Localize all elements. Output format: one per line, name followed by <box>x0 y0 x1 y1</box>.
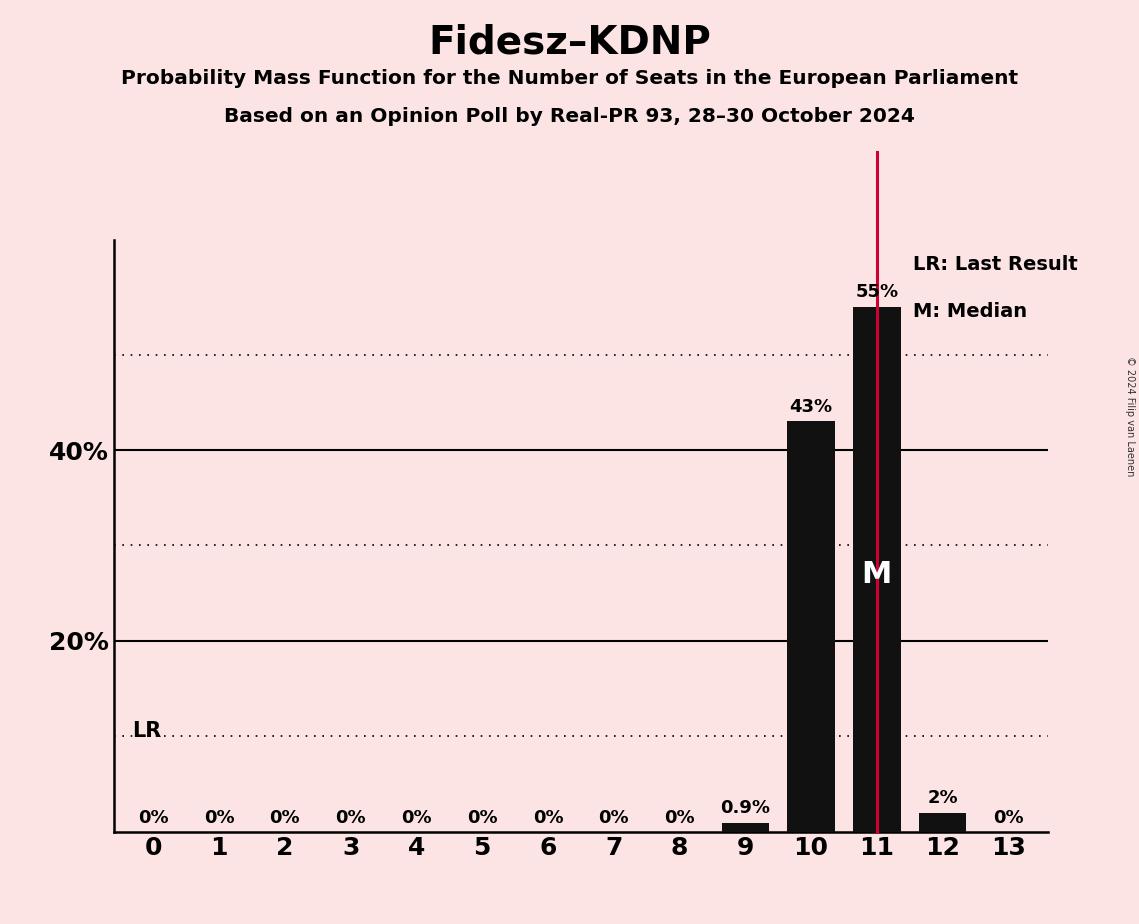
Text: 0%: 0% <box>598 808 629 827</box>
Text: 0%: 0% <box>204 808 235 827</box>
Text: 0%: 0% <box>664 808 695 827</box>
Text: 0%: 0% <box>533 808 564 827</box>
Text: 0%: 0% <box>335 808 366 827</box>
Bar <box>853 307 901 832</box>
Text: 0.9%: 0.9% <box>720 799 770 818</box>
Text: Based on an Opinion Poll by Real-PR 93, 28–30 October 2024: Based on an Opinion Poll by Real-PR 93, … <box>224 107 915 127</box>
Bar <box>787 421 835 832</box>
Text: M: Median: M: Median <box>913 302 1027 322</box>
Text: 0%: 0% <box>270 808 301 827</box>
Text: 2%: 2% <box>927 789 958 807</box>
Text: 0%: 0% <box>993 808 1024 827</box>
Text: LR: Last Result: LR: Last Result <box>913 254 1077 274</box>
Text: 0%: 0% <box>138 808 169 827</box>
Text: 0%: 0% <box>401 808 432 827</box>
Text: LR: LR <box>132 721 162 741</box>
Text: Probability Mass Function for the Number of Seats in the European Parliament: Probability Mass Function for the Number… <box>121 69 1018 89</box>
Text: Fidesz–KDNP: Fidesz–KDNP <box>428 23 711 61</box>
Text: 43%: 43% <box>789 397 833 416</box>
Bar <box>919 812 966 832</box>
Text: 0%: 0% <box>467 808 498 827</box>
Text: M: M <box>862 560 892 589</box>
Text: 55%: 55% <box>855 284 899 301</box>
Bar <box>722 823 769 832</box>
Text: © 2024 Filip van Laenen: © 2024 Filip van Laenen <box>1125 356 1134 476</box>
